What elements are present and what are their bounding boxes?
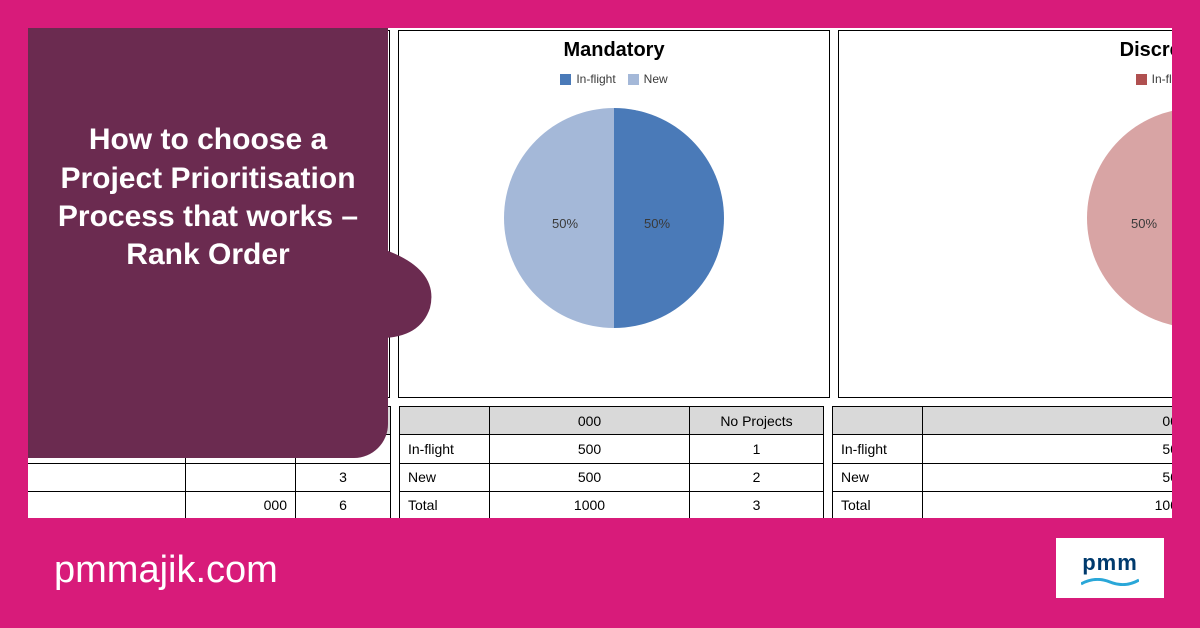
td-proj: 3 [690, 491, 824, 518]
swatch-icon [628, 74, 639, 85]
td-proj: 2 [690, 463, 824, 491]
td-label: New [400, 463, 490, 491]
td-label [28, 491, 186, 518]
legend-item-inflight: In-flight [1136, 72, 1172, 86]
title-bubble: How to choose a Project Prioritisation P… [28, 28, 388, 458]
td-proj: 3 [296, 463, 391, 491]
td-val [186, 463, 296, 491]
td-label: Total [833, 491, 923, 518]
legend-item-new: New [628, 72, 668, 86]
td-val: 500 [490, 463, 690, 491]
th-projects: No Projects [690, 407, 824, 435]
panel-mandatory-pie-wrap: 50% 50% [399, 98, 829, 338]
table-header-row: 00 [833, 407, 1173, 435]
td-val: 1000 [490, 491, 690, 518]
title-text: How to choose a Project Prioritisation P… [52, 121, 364, 275]
th-blank [400, 407, 490, 435]
slice-label-right: 50% [644, 216, 670, 231]
logo-badge: pmm [1056, 538, 1164, 598]
logo-text: pmm [1082, 550, 1138, 576]
th-blank [833, 407, 923, 435]
td-proj: 1 [690, 435, 824, 463]
table-row: New 500 2 [400, 463, 824, 491]
table-header-row: 000 No Projects [400, 407, 824, 435]
legend-label: In-flight [576, 72, 615, 86]
panel-mandatory-title: Mandatory [399, 31, 829, 72]
td-val: 000 [186, 491, 296, 518]
table-discretionary: 00 In-flight 50 New 50 Total 100 [832, 406, 1172, 518]
table-row: 000 6 [28, 491, 391, 518]
table-row: In-flight 50 [833, 435, 1173, 463]
domain-text: pmmajik.com [54, 549, 278, 592]
td-label [28, 463, 186, 491]
table-mandatory: 000 No Projects In-flight 500 1 New 500 … [399, 406, 824, 518]
td-val: 50 [923, 463, 1173, 491]
panel-discretionary-pie-wrap: 50% [839, 98, 1172, 338]
panel-discretionary-legend: In-flight [839, 72, 1172, 86]
slice-label-left: 50% [1131, 216, 1157, 231]
td-proj: 6 [296, 491, 391, 518]
swatch-icon [1136, 74, 1147, 85]
panel-discretionary-title: Discreti [839, 31, 1172, 72]
table-row: 3 [28, 463, 391, 491]
wave-icon [1081, 578, 1139, 586]
table-row: Total 1000 3 [400, 491, 824, 518]
panel-mandatory-legend: In-flight New [399, 72, 829, 86]
panel-mandatory: Mandatory In-flight New 50% 50% [398, 30, 830, 398]
legend-item-inflight: In-flight [560, 72, 615, 86]
td-label: New [833, 463, 923, 491]
panel-mandatory-pie: 50% 50% [504, 108, 724, 328]
legend-label: New [644, 72, 668, 86]
slice-label-left: 50% [552, 216, 578, 231]
th-000: 000 [490, 407, 690, 435]
legend-label: In-flight [1152, 72, 1172, 86]
td-val: 100 [923, 491, 1173, 518]
table-row: New 50 [833, 463, 1173, 491]
td-label: Total [400, 491, 490, 518]
panel-discretionary: Discreti In-flight 50% [838, 30, 1172, 398]
outer-frame: ent Spend Mandatory In-flight N [0, 0, 1200, 628]
td-val: 50 [923, 435, 1173, 463]
panel-discretionary-pie: 50% [1087, 108, 1172, 328]
td-val: 500 [490, 435, 690, 463]
td-label: In-flight [833, 435, 923, 463]
td-label: In-flight [400, 435, 490, 463]
table-row: In-flight 500 1 [400, 435, 824, 463]
th-000: 00 [923, 407, 1173, 435]
table-row: Total 100 [833, 491, 1173, 518]
swatch-icon [560, 74, 571, 85]
